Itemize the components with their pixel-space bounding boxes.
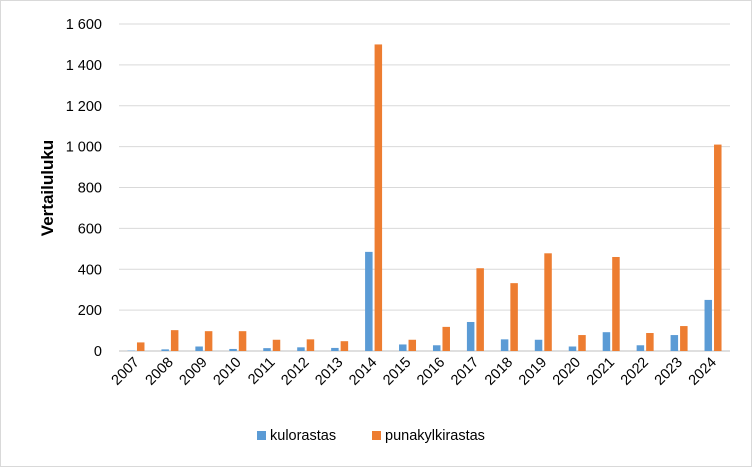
x-tick-label: 2022 <box>618 355 652 389</box>
x-tick-label: 2009 <box>177 355 211 389</box>
y-tick-label: 600 <box>78 221 102 237</box>
bar-kulorastas-2021 <box>603 332 611 351</box>
bar-punakylkirastas-2008 <box>171 330 179 351</box>
bar-punakylkirastas-2019 <box>544 253 552 351</box>
legend-label-punakylkirastas: punakylkirastas <box>385 428 485 444</box>
y-tick-label: 0 <box>94 344 102 360</box>
y-tick-label: 400 <box>78 262 102 278</box>
y-tick-labels: 0 200 400 600 800 1 000 1 200 1 400 1 600 <box>66 17 102 360</box>
bar-punakylkirastas-2007 <box>137 342 145 351</box>
bar-kulorastas-2011 <box>263 348 271 351</box>
bar-kulorastas-2013 <box>331 348 339 351</box>
y-tick-label: 800 <box>78 181 102 197</box>
x-tick-label: 2015 <box>380 355 414 389</box>
bar-kulorastas-2014 <box>365 252 373 351</box>
x-tick-label: 2023 <box>652 355 686 389</box>
y-axis-label: Vertailuluku <box>38 140 57 236</box>
y-tick-label: 1 600 <box>66 17 102 33</box>
y-tick-label: 1 000 <box>66 140 102 156</box>
legend-swatch-kulorastas <box>257 431 266 440</box>
bar-kulorastas-2017 <box>467 322 475 351</box>
bar-punakylkirastas-2018 <box>510 283 517 351</box>
legend-label-kulorastas: kulorastas <box>270 428 336 444</box>
bar-kulorastas-2023 <box>671 335 679 351</box>
y-tick-label: 1 400 <box>66 58 102 74</box>
x-tick-label: 2010 <box>211 355 245 389</box>
bars <box>127 44 721 351</box>
bar-kulorastas-2016 <box>433 345 441 351</box>
bar-kulorastas-2015 <box>399 344 407 351</box>
x-tick-label: 2020 <box>550 355 584 389</box>
bar-punakylkirastas-2024 <box>714 145 722 351</box>
bar-punakylkirastas-2016 <box>442 327 450 351</box>
y-tick-label: 200 <box>78 303 102 319</box>
legend-swatch-punakylkirastas <box>372 431 381 440</box>
bar-kulorastas-2009 <box>195 347 203 351</box>
legend: kulorastas punakylkirastas <box>257 428 485 444</box>
bar-kulorastas-2024 <box>705 300 713 351</box>
bar-punakylkirastas-2023 <box>680 326 688 351</box>
bar-punakylkirastas-2012 <box>307 339 315 351</box>
x-tick-label: 2008 <box>143 355 177 389</box>
x-tick-label: 2019 <box>516 355 550 389</box>
bar-punakylkirastas-2015 <box>409 340 417 351</box>
bar-kulorastas-2008 <box>161 349 169 351</box>
gridlines <box>119 24 730 351</box>
x-tick-label: 2013 <box>312 355 346 389</box>
bar-punakylkirastas-2017 <box>476 268 484 351</box>
x-tick-label: 2021 <box>584 355 618 389</box>
x-tick-label: 2007 <box>109 355 143 389</box>
bar-punakylkirastas-2020 <box>578 335 586 351</box>
bar-kulorastas-2012 <box>297 347 305 351</box>
bar-kulorastas-2020 <box>569 347 577 351</box>
bar-punakylkirastas-2011 <box>273 340 281 351</box>
bar-punakylkirastas-2010 <box>239 331 247 351</box>
bar-punakylkirastas-2022 <box>646 333 654 351</box>
x-tick-label: 2024 <box>686 355 720 389</box>
x-tick-label: 2017 <box>448 355 482 389</box>
x-tick-label: 2011 <box>245 355 278 388</box>
x-tick-label: 2014 <box>346 355 380 389</box>
bar-punakylkirastas-2009 <box>205 331 213 351</box>
bar-kulorastas-2019 <box>535 340 543 351</box>
bar-kulorastas-2018 <box>501 339 509 351</box>
bar-kulorastas-2022 <box>637 345 645 351</box>
bar-punakylkirastas-2013 <box>341 341 349 351</box>
x-tick-label: 2016 <box>414 355 448 389</box>
bar-kulorastas-2010 <box>229 349 237 351</box>
x-tick-label: 2012 <box>278 355 312 389</box>
bar-punakylkirastas-2014 <box>375 44 383 351</box>
bar-punakylkirastas-2021 <box>612 257 620 351</box>
x-tick-label: 2018 <box>482 355 516 389</box>
y-tick-label: 1 200 <box>66 99 102 115</box>
